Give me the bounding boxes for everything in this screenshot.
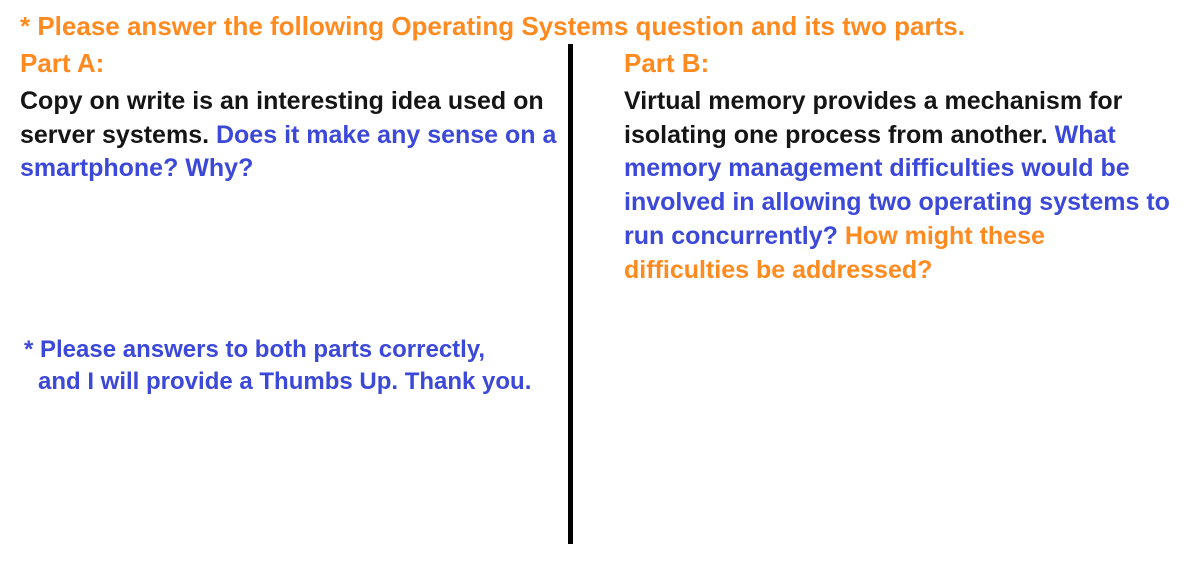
page-header-instruction: * Please answer the following Operating … bbox=[20, 10, 1180, 44]
part-a-column: Part A: Copy on write is an interesting … bbox=[20, 48, 600, 288]
part-a-label: Part A: bbox=[20, 48, 576, 79]
part-b-label: Part B: bbox=[624, 48, 1170, 79]
part-b-intro-text: Virtual memory provides a mechanism for … bbox=[624, 87, 1122, 149]
part-a-question: Copy on write is an interesting idea use… bbox=[20, 85, 576, 186]
footer-note: * Please answers to both parts correctly… bbox=[24, 334, 564, 399]
footer-line2: and I will provide a Thumbs Up. Thank yo… bbox=[24, 366, 564, 398]
footer-line1: * Please answers to both parts correctly… bbox=[24, 336, 485, 363]
part-b-column: Part B: Virtual memory provides a mechan… bbox=[600, 48, 1180, 288]
part-b-question: Virtual memory provides a mechanism for … bbox=[624, 85, 1170, 288]
columns-wrapper: Part A: Copy on write is an interesting … bbox=[20, 48, 1180, 288]
question-page: * Please answer the following Operating … bbox=[0, 0, 1200, 569]
